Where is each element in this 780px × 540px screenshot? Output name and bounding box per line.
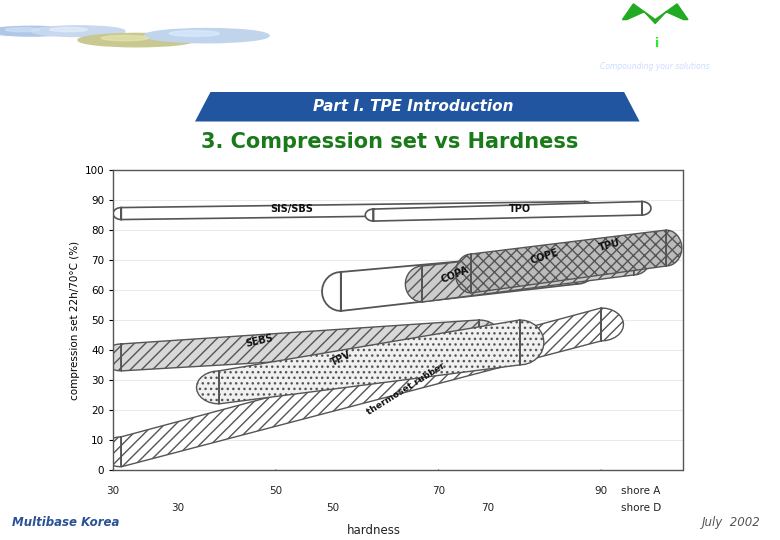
Y-axis label: compression set 22h/70°C (%): compression set 22h/70°C (%) <box>70 240 80 400</box>
Text: base: base <box>671 37 700 50</box>
Text: TPU: TPU <box>597 238 621 253</box>
Text: mult: mult <box>627 37 655 50</box>
Text: SEBS: SEBS <box>245 333 275 349</box>
Text: July  2002: July 2002 <box>702 516 760 529</box>
Polygon shape <box>101 308 623 467</box>
Polygon shape <box>365 201 651 221</box>
Text: hardness: hardness <box>346 524 400 537</box>
Text: 3. Compression set vs Hardness: 3. Compression set vs Hardness <box>201 132 579 152</box>
Text: TPO: TPO <box>509 204 531 214</box>
Circle shape <box>101 36 148 40</box>
Text: Compounding your solutions: Compounding your solutions <box>601 62 710 71</box>
Text: COPA: COPA <box>439 265 470 285</box>
Text: TPV: TPV <box>329 350 353 368</box>
Text: shore A: shore A <box>622 487 661 496</box>
Polygon shape <box>195 92 640 122</box>
Polygon shape <box>322 251 596 311</box>
Polygon shape <box>103 320 499 371</box>
Text: 50: 50 <box>269 487 282 496</box>
Text: 30: 30 <box>172 503 185 513</box>
Circle shape <box>50 28 87 32</box>
Polygon shape <box>622 4 688 23</box>
Polygon shape <box>197 320 544 404</box>
Text: SIS/SBS: SIS/SBS <box>271 204 314 214</box>
Text: thermoset rubber: thermoset rubber <box>365 361 447 417</box>
Circle shape <box>5 28 40 32</box>
Text: COPE: COPE <box>529 248 560 266</box>
Text: i: i <box>655 37 659 50</box>
Circle shape <box>78 33 195 47</box>
Text: 90: 90 <box>594 487 608 496</box>
Circle shape <box>144 29 269 43</box>
Polygon shape <box>113 201 593 220</box>
Circle shape <box>169 31 219 36</box>
Text: 50: 50 <box>326 503 339 513</box>
Polygon shape <box>406 242 651 302</box>
Text: Part I. TPE Introduction: Part I. TPE Introduction <box>313 99 514 114</box>
Text: Multibase Korea: Multibase Korea <box>12 516 119 529</box>
Text: 30: 30 <box>107 487 119 496</box>
Text: 70: 70 <box>432 487 445 496</box>
Text: shore D: shore D <box>622 503 661 513</box>
Circle shape <box>0 26 74 36</box>
Polygon shape <box>456 230 682 293</box>
Text: 70: 70 <box>480 503 494 513</box>
Circle shape <box>31 26 125 37</box>
